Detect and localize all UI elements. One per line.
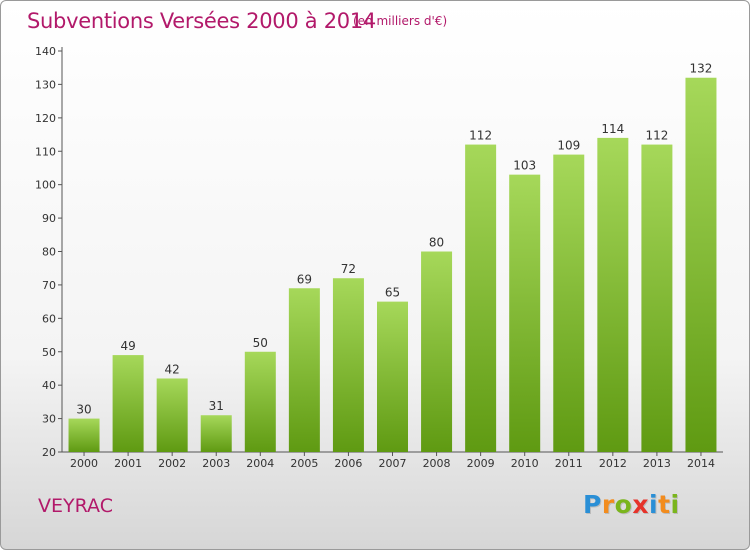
- logo-letter: P: [583, 490, 602, 519]
- x-tick-label: 2004: [246, 457, 274, 470]
- chart-title: Subventions Versées 2000 à 2014: [27, 9, 376, 33]
- data-label: 103: [513, 159, 536, 173]
- y-tick-label: 60: [42, 312, 56, 325]
- bar-2000: [68, 418, 100, 452]
- x-tick-label: 2008: [423, 457, 451, 470]
- data-label: 42: [165, 362, 180, 376]
- data-label: 80: [429, 236, 444, 250]
- y-tick-label: 40: [42, 379, 56, 392]
- data-label: 72: [341, 262, 356, 276]
- data-label: 112: [645, 129, 668, 143]
- bar-2009: [465, 144, 497, 453]
- logo-letter: r: [601, 490, 615, 519]
- data-label: 31: [209, 399, 224, 413]
- logo-letter: i: [670, 490, 680, 519]
- logo-letter: t: [658, 490, 671, 519]
- bar-2002: [156, 378, 188, 452]
- logo-letter: o: [614, 490, 633, 519]
- y-tick-label: 140: [35, 45, 56, 58]
- data-label: 109: [557, 139, 580, 153]
- x-tick-label: 2005: [290, 457, 318, 470]
- y-tick-label: 110: [35, 145, 56, 158]
- x-tick-label: 2007: [379, 457, 407, 470]
- data-label: 112: [469, 129, 492, 143]
- x-tick-label: 2011: [555, 457, 583, 470]
- bar-2014: [685, 77, 717, 452]
- logo-letter: x: [632, 490, 649, 519]
- bar-2007: [377, 301, 408, 452]
- x-tick-label: 2009: [467, 457, 495, 470]
- bar-2012: [597, 137, 629, 452]
- y-tick-label: 90: [42, 212, 56, 225]
- bar-2005: [288, 288, 320, 452]
- data-label: 65: [385, 286, 400, 300]
- y-tick-label: 100: [35, 179, 56, 192]
- commune-name: VEYRAC: [38, 495, 113, 517]
- y-tick-label: 70: [42, 279, 56, 292]
- x-tick-label: 2006: [334, 457, 362, 470]
- bar-2003: [200, 415, 232, 452]
- chart-axes: 20 30 40 50 60 70 80 90 100 110 120 130 140 2000 2001 2…: [35, 45, 723, 470]
- y-tick-label: 120: [35, 112, 56, 125]
- chart-subtitle: (en milliers d'€): [353, 14, 448, 28]
- data-label: 49: [120, 339, 135, 353]
- bar-2004: [244, 351, 276, 452]
- bar-2013: [641, 144, 673, 453]
- data-label: 30: [76, 403, 91, 417]
- proxiti-logo: Proxiti: [583, 490, 680, 519]
- data-label: 114: [601, 122, 624, 136]
- data-label: 50: [253, 336, 268, 350]
- chart-data-labels: 30 49 42 31 50 69 72 65 80 112 103 109 114 112 132: [76, 62, 712, 417]
- y-tick-label: 50: [42, 346, 56, 359]
- y-tick-label: 20: [42, 446, 56, 459]
- bar-2011: [553, 154, 585, 452]
- x-tick-label: 2000: [70, 457, 98, 470]
- data-label: 69: [297, 272, 312, 286]
- bar-2008: [421, 251, 453, 452]
- x-tick-label: 2014: [687, 457, 715, 470]
- x-tick-label: 2010: [511, 457, 539, 470]
- chart-bars: [68, 77, 717, 453]
- x-tick-label: 2012: [599, 457, 627, 470]
- x-tick-label: 2001: [114, 457, 142, 470]
- logo-letter: i: [649, 490, 659, 519]
- y-tick-label: 80: [42, 246, 56, 259]
- y-tick-label: 30: [42, 413, 56, 426]
- y-tick-label: 130: [35, 78, 56, 91]
- x-tick-label: 2002: [158, 457, 186, 470]
- bar-2001: [112, 355, 144, 452]
- data-label: 132: [690, 62, 713, 76]
- bar-2010: [509, 174, 541, 452]
- x-tick-label: 2003: [202, 457, 230, 470]
- bar-2006: [332, 278, 364, 452]
- x-tick-label: 2013: [643, 457, 671, 470]
